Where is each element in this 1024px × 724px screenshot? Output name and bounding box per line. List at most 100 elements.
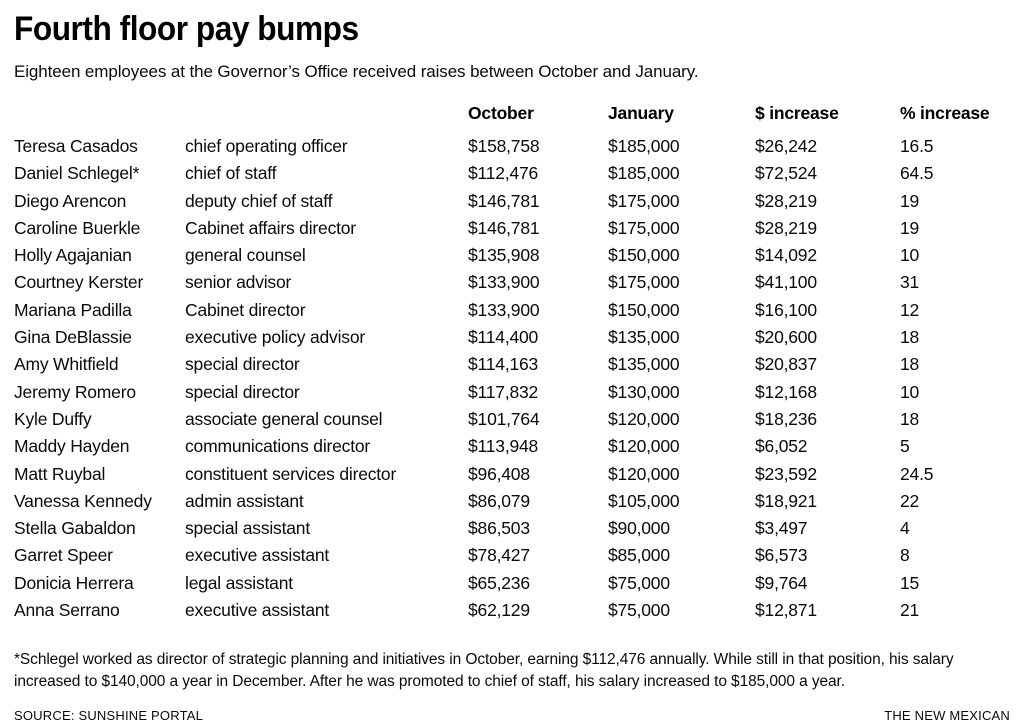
table-row: Diego Arencon deputy chief of staff $146,7… [14,188,1010,215]
percent-increase: 21 [900,600,920,621]
employee-name: Matt Ruybal [14,463,106,484]
table-header: October January $ increase % increase [14,103,1010,133]
table-row: Maddy Hayden communications director $113,… [14,433,1010,460]
col-header-october: October [468,103,534,123]
percent-increase: 16.5 [900,136,934,156]
dollar-increase: $12,168 [755,381,817,402]
percent-increase: 10 [900,381,920,402]
january-salary: $90,000 [608,518,670,539]
october-salary: $146,781 [468,190,540,211]
october-salary: $114,163 [468,354,539,375]
job-title: special assistant [185,518,310,539]
january-salary: $150,000 [608,299,680,320]
october-salary: $158,758 [468,136,540,156]
dollar-increase: $20,837 [755,354,817,375]
october-salary: $133,900 [468,272,540,293]
employee-name: Mariana Padilla [14,299,132,320]
january-salary: $130,000 [608,381,680,402]
job-title: special director [185,354,300,375]
table-row: Amy Whitfield special director $114,163 $13… [14,351,1010,378]
january-salary: $175,000 [608,272,680,293]
percent-increase: 15 [900,572,920,593]
table-row: Kyle Duffy associate general counsel $101,… [14,406,1010,433]
percent-increase: 10 [900,245,920,266]
col-header-title [185,103,468,133]
table-row: Jeremy Romero special director $117,832 $13… [14,379,1010,406]
october-salary: $101,764 [468,408,540,429]
job-title: deputy chief of staff [185,190,333,211]
october-salary: $65,236 [468,572,530,593]
job-title: associate general counsel [185,408,383,429]
job-title: communications director [185,436,371,457]
table-row: Gina DeBlassie executive policy advisor $1… [14,324,1010,351]
dollar-increase: $14,092 [755,245,817,266]
subtitle: Eighteen employees at the Governor’s Off… [14,62,699,81]
dollar-increase: $23,592 [755,463,817,484]
october-salary: $133,900 [468,299,540,320]
employee-name: Garret Speer [14,545,113,566]
october-salary: $135,908 [468,245,540,266]
pay-table: October January $ increase % increase Te… [14,103,1010,624]
job-title: Cabinet director [185,299,306,320]
job-title: special director [185,381,300,402]
job-title: executive policy advisor [185,327,366,348]
table-header-row: October January $ increase % increase [14,103,1010,133]
january-salary: $75,000 [608,572,670,593]
footnote: *Schlegel worked as director of strategi… [14,651,954,691]
percent-increase: 18 [900,408,920,429]
january-salary: $105,000 [608,490,680,511]
col-header-january: January [608,103,674,123]
source-bar: SOURCE: SUNSHINE PORTAL THE NEW MEXICAN [14,708,1010,723]
table-row: Holly Agajanian general counsel $135,908 $1… [14,242,1010,269]
percent-increase: 31 [900,272,920,293]
employee-name: Gina DeBlassie [14,327,132,348]
dollar-increase: $3,497 [755,518,808,539]
job-title: executive assistant [185,600,330,621]
percent-increase: 12 [900,299,920,320]
employee-name: Holly Agajanian [14,245,132,266]
table-row: Teresa Casados chief operating officer $15… [14,133,1010,160]
dollar-increase: $9,764 [755,572,808,593]
job-title: Cabinet affairs director [185,217,356,238]
dollar-increase: $18,921 [755,490,817,511]
job-title: general counsel [185,245,306,266]
table-row: Daniel Schlegel* chief of staff $112,476 $1… [14,160,1010,187]
october-salary: $114,400 [468,327,539,348]
table-row: Vanessa Kennedy admin assistant $86,079 $10… [14,488,1010,515]
october-salary: $86,079 [468,490,530,511]
october-salary: $62,129 [468,600,530,621]
employee-name: Daniel Schlegel* [14,163,140,184]
dollar-increase: $6,052 [755,436,808,457]
percent-increase: 19 [900,190,920,211]
dollar-increase: $26,242 [755,136,817,156]
january-salary: $135,000 [608,354,680,375]
dollar-increase: $20,600 [755,327,817,348]
percent-increase: 4 [900,518,910,539]
percent-increase: 24.5 [900,463,934,484]
job-title: executive assistant [185,545,330,566]
table-body: Teresa Casados chief operating officer $15… [14,133,1010,624]
employee-name: Caroline Buerkle [14,217,141,238]
dollar-increase: $28,219 [755,190,817,211]
dollar-increase: $41,100 [755,272,817,293]
dollar-increase: $72,524 [755,163,817,184]
january-salary: $150,000 [608,245,680,266]
job-title: constituent services director [185,463,397,484]
percent-increase: 22 [900,490,920,511]
table-row: Mariana Padilla Cabinet director $133,900 $… [14,297,1010,324]
job-title: chief operating officer [185,136,348,156]
table-row: Anna Serrano executive assistant $62,129 $7… [14,597,1010,624]
january-salary: $85,000 [608,545,670,566]
january-salary: $135,000 [608,327,680,348]
employee-name: Courtney Kerster [14,272,144,293]
job-title: admin assistant [185,490,304,511]
january-salary: $120,000 [608,436,680,457]
january-salary: $120,000 [608,408,680,429]
january-salary: $120,000 [608,463,680,484]
october-salary: $146,781 [468,217,540,238]
table-row: Donicia Herrera legal assistant $65,236 $75… [14,570,1010,597]
page-title: Fourth floor pay bumps [14,10,359,48]
col-header-name [14,103,185,133]
employee-name: Diego Arencon [14,190,127,211]
